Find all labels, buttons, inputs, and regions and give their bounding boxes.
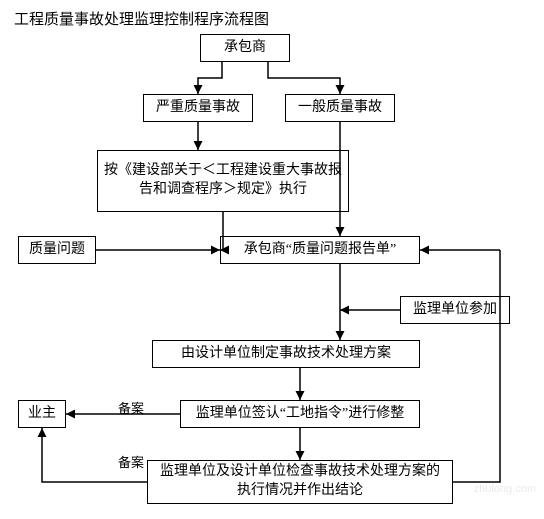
node-label: 承包商“质量问题报告单”: [244, 241, 396, 260]
node-label: 由设计单位制定事故技术处理方案: [181, 345, 391, 364]
node-site-order: 监理单位签认“工地指令”进行修整: [180, 400, 420, 428]
node-supervisor-join: 监理单位参加: [400, 296, 510, 324]
node-label: 业主: [28, 405, 56, 424]
node-general: 一般质量事故: [285, 94, 395, 122]
node-label: 质量问题: [29, 241, 85, 260]
node-label: 监理单位参加: [413, 301, 497, 320]
node-label: 监理单位及设计单位检查事故技术处理方案的执行情况并作出结论: [154, 463, 446, 501]
node-label: 承包商: [224, 39, 266, 58]
node-label: 严重质量事故: [156, 99, 240, 118]
node-label: 监理单位签认“工地指令”进行修整: [196, 405, 404, 424]
watermark: zhulong.com: [474, 483, 536, 495]
edge-label-beian2: 备案: [118, 452, 144, 471]
node-owner: 业主: [18, 400, 66, 428]
node-label: 一般质量事故: [298, 99, 382, 118]
node-check-result: 监理单位及设计单位检查事故技术处理方案的执行情况并作出结论: [147, 460, 453, 504]
node-quality-issue: 质量问题: [18, 236, 96, 264]
node-design-plan: 由设计单位制定事故技术处理方案: [152, 340, 420, 368]
node-report-form: 承包商“质量问题报告单”: [220, 236, 420, 264]
node-severe: 严重质量事故: [143, 94, 253, 122]
page-title: 工程质量事故处理监理控制程序流程图: [14, 8, 269, 29]
edge-label-beian1: 备案: [118, 398, 144, 417]
node-contractor: 承包商: [200, 34, 290, 62]
node-regulation: 按《建设部关于＜工程建设重大事故报告和调查程序＞规定》执行: [97, 150, 349, 212]
node-label: 按《建设部关于＜工程建设重大事故报告和调查程序＞规定》执行: [104, 162, 342, 200]
